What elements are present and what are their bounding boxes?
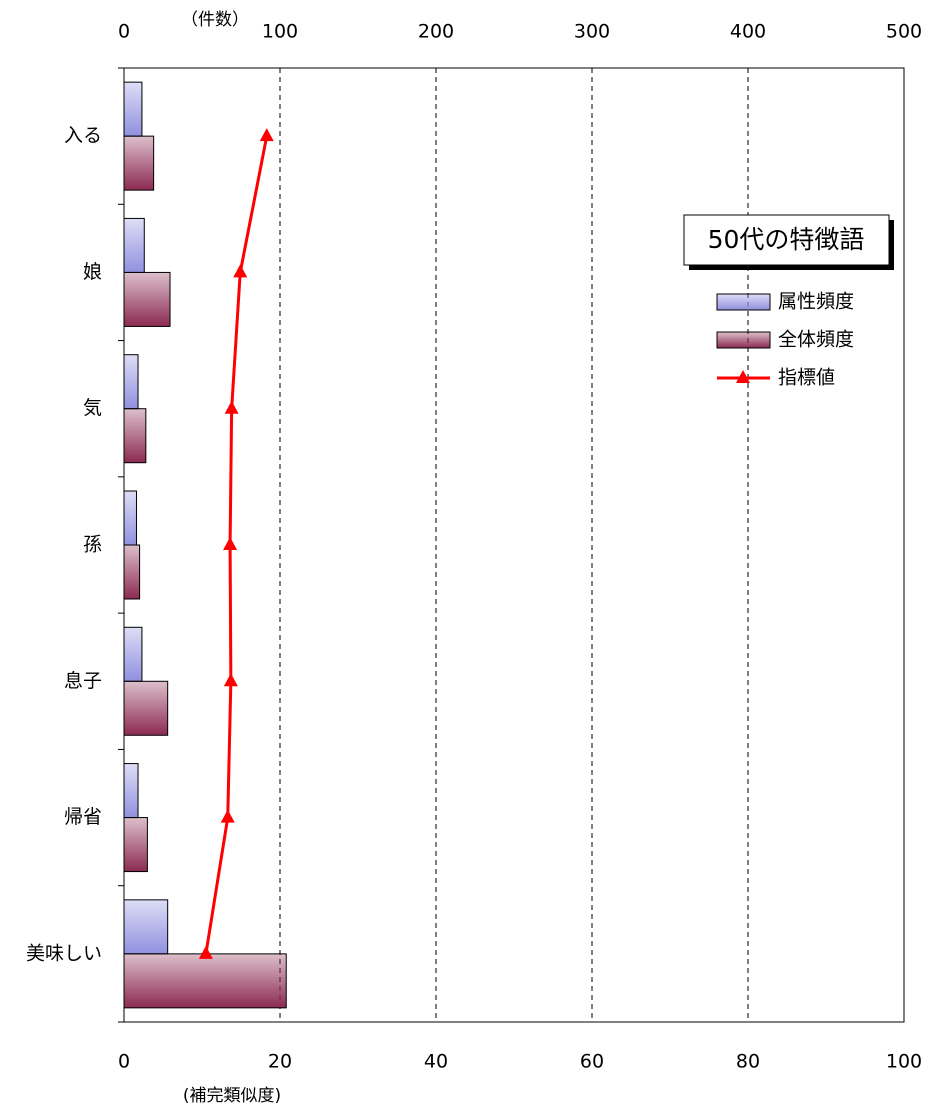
marker <box>259 128 274 142</box>
marker <box>198 945 213 959</box>
plot-frame <box>123 67 905 1023</box>
x2-axis-label: （件数） <box>181 10 249 30</box>
x-tick-label: 20 <box>268 1051 292 1073</box>
y-tick-label: 孫 <box>83 534 102 556</box>
x-tick-label: 100 <box>886 1051 922 1073</box>
x-tick-label: 80 <box>736 1051 760 1073</box>
marker <box>223 673 238 687</box>
y-tick-label: 帰省 <box>64 806 102 828</box>
legend-label: 全体頻度 <box>778 329 854 351</box>
bar <box>123 217 145 273</box>
x-tick-label: 0 <box>118 1051 130 1073</box>
title-box <box>683 214 890 266</box>
bar <box>123 544 141 600</box>
x2-tick-label: 400 <box>730 21 766 43</box>
bar <box>123 135 155 191</box>
bar <box>123 626 143 682</box>
chart-title: 50代の特徴語 <box>708 225 865 254</box>
y-tick-label: 気 <box>83 397 102 419</box>
x-tick-label: 40 <box>424 1051 448 1073</box>
x2-tick-label: 500 <box>886 21 922 43</box>
y-tick-label: 娘 <box>83 261 102 283</box>
marker <box>233 264 248 278</box>
bar <box>123 81 143 137</box>
legend-label: 指標値 <box>778 367 835 389</box>
bar <box>123 271 171 327</box>
x-axis-label: (補完類似度) <box>183 1086 281 1106</box>
x2-tick-label: 100 <box>262 21 298 43</box>
legend-label: 属性頻度 <box>778 291 854 313</box>
bar <box>123 817 148 873</box>
marker <box>223 537 238 550</box>
x2-tick-label: 0 <box>118 21 130 43</box>
legend-swatch <box>716 293 771 311</box>
bar <box>123 490 137 546</box>
marker <box>220 809 235 823</box>
bar <box>123 899 169 955</box>
bar <box>123 953 287 1009</box>
y-tick-label: 美味しい <box>26 942 102 964</box>
y-tick-label: 入る <box>64 125 102 147</box>
line <box>204 135 269 955</box>
bar <box>123 680 169 736</box>
y-tick-label: 息子 <box>64 670 102 692</box>
marker <box>224 400 239 414</box>
bar <box>123 408 147 464</box>
x-tick-label: 60 <box>580 1051 604 1073</box>
x2-tick-label: 300 <box>574 21 610 43</box>
legend-marker <box>736 370 750 383</box>
x2-tick-label: 200 <box>418 21 454 43</box>
bar <box>123 763 139 819</box>
bar <box>123 354 139 410</box>
legend-swatch <box>716 331 771 349</box>
